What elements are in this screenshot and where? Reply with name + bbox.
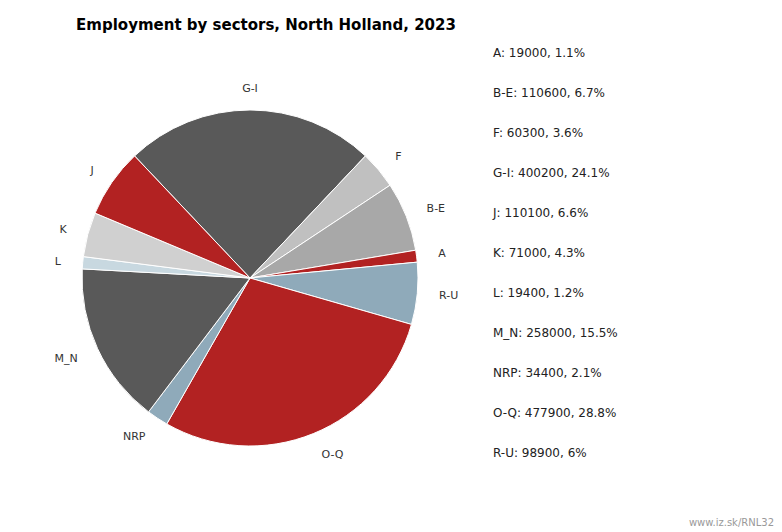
slice-label: NRP: [123, 430, 146, 443]
slice-label: O-Q: [322, 448, 344, 461]
annotation: M_N: 258000, 15.5%: [493, 326, 618, 340]
slice-label: A: [438, 247, 446, 260]
chart: Employment by sectors, North Holland, 20…: [0, 0, 782, 532]
slice-label: R-U: [439, 289, 458, 302]
pie: [82, 110, 418, 446]
annotation: L: 19400, 1.2%: [493, 286, 584, 300]
slice-label: F: [395, 150, 401, 163]
annotation: A: 19000, 1.1%: [493, 46, 585, 60]
slice-label: G-I: [242, 82, 258, 95]
slice-label: B-E: [427, 202, 446, 215]
annotation: J: 110100, 6.6%: [492, 206, 588, 220]
watermark: www.iz.sk/RNL32: [689, 517, 774, 528]
pie-slice: [82, 269, 250, 412]
slice-labels: G-I F B-E A R-U O-Q NRP M_N L K J: [55, 82, 459, 461]
annotation: B-E: 110600, 6.7%: [493, 86, 605, 100]
slice-label: M_N: [55, 352, 78, 365]
slice-label: L: [55, 255, 62, 268]
annotation: K: 71000, 4.3%: [493, 246, 585, 260]
annotation: F: 60300, 3.6%: [493, 126, 583, 140]
slice-label: J: [90, 164, 94, 177]
annotation: R-U: 98900, 6%: [493, 446, 587, 460]
annotation: O-Q: 477900, 28.8%: [493, 406, 616, 420]
annotation-list: A: 19000, 1.1% B-E: 110600, 6.7% F: 60300,…: [492, 46, 618, 460]
title: Employment by sectors, North Holland, 20…: [76, 16, 456, 34]
annotation: G-I: 400200, 24.1%: [493, 166, 610, 180]
slice-label: K: [59, 223, 67, 236]
pie-slice: [95, 156, 250, 278]
annotation: NRP: 34400, 2.1%: [493, 366, 602, 380]
